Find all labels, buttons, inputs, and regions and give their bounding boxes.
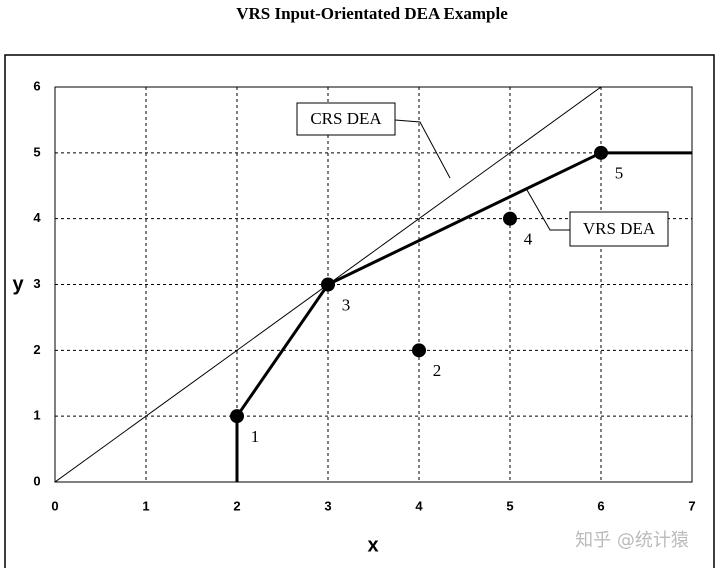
series-line [235,151,692,482]
watermark: 知乎 @统计猿 [575,530,689,551]
plot-area [54,86,693,483]
callout-arrow [394,119,451,179]
callout-arrow [526,189,570,231]
point-label: 2 [433,361,442,380]
point-label: 1 [251,427,260,446]
x-tick-label: 3 [324,498,331,513]
x-tick-label: 4 [415,498,423,513]
x-tick-label: 1 [142,498,149,513]
x-tick-label: 2 [233,498,240,513]
y-axis-label: y [12,273,24,295]
y-tick-label: 1 [33,408,40,423]
data-point [594,145,608,160]
x-tick-label: 5 [506,498,513,513]
point-label: 4 [524,230,533,249]
x-axis-label: x [367,534,378,556]
point-label: 3 [342,295,351,314]
point-label: 5 [615,164,624,183]
y-tick-label: 2 [33,342,40,357]
callout-label: VRS DEA [583,219,656,238]
y-tick-label: 5 [33,144,40,159]
data-point [321,277,335,292]
data-point [230,409,244,424]
chart-title: VRS Input-Orientated DEA Example [236,4,508,23]
y-tick-label: 4 [33,210,41,225]
callout-label: CRS DEA [310,109,382,128]
x-tick-label: 0 [51,498,58,513]
chart-frame [4,54,715,573]
y-tick-label: 0 [33,473,40,488]
y-tick-label: 3 [33,276,40,291]
callout-box [296,102,396,136]
y-tick-label: 6 [33,78,40,93]
x-tick-label: 6 [597,498,604,513]
data-point [412,343,426,358]
callout-box [569,211,669,247]
x-tick-label: 7 [688,498,695,513]
data-point [503,211,517,226]
